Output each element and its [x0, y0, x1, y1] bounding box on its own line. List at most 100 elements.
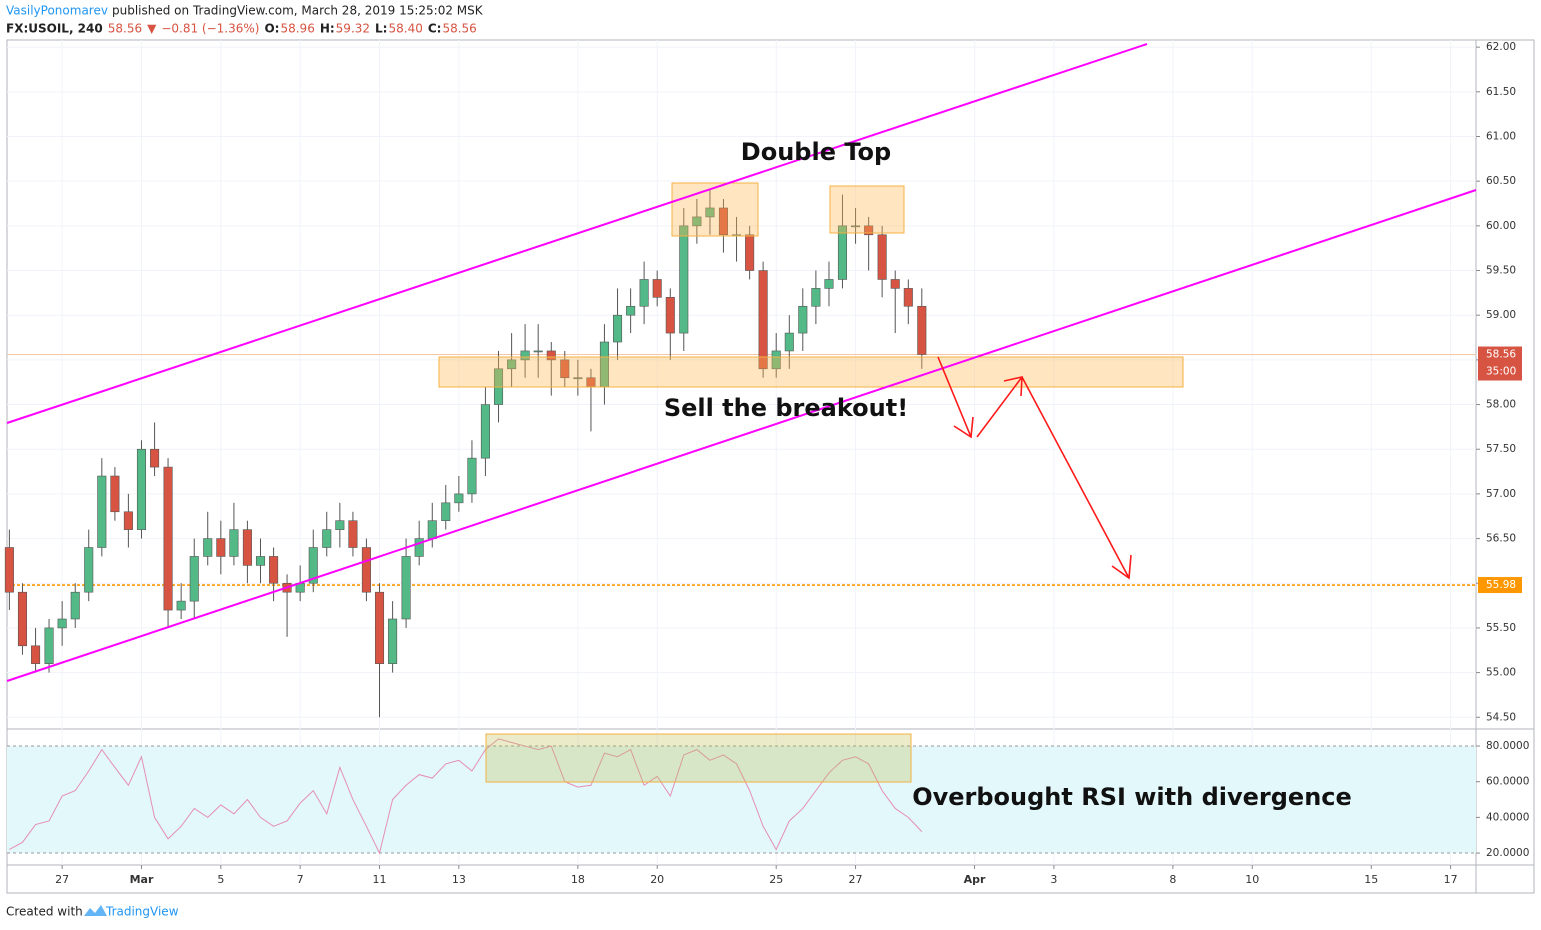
candle-body	[665, 297, 675, 334]
candle-body	[520, 350, 530, 361]
annotation: Overbought RSI with divergence	[912, 783, 1352, 811]
candle-body	[176, 600, 186, 611]
candle-body	[837, 225, 847, 280]
candle-body	[269, 556, 279, 584]
quote-part: 58.96	[280, 22, 314, 36]
annotation: Double Top	[741, 138, 891, 166]
candle-body	[851, 225, 861, 228]
x-tick-label: 18	[571, 873, 585, 886]
candle-body	[546, 350, 556, 361]
y-tick-label: 58.00	[1486, 399, 1516, 411]
y-tick-label: 60.0000	[1486, 776, 1529, 788]
candle-body	[189, 556, 199, 602]
candle-body	[4, 547, 14, 593]
arrow-head	[953, 416, 974, 439]
candle-body	[612, 314, 623, 343]
x-tick-label: 25	[769, 873, 783, 886]
y-tick-label: 60.00	[1486, 220, 1516, 232]
quote: FX:USOIL, 240 58.56 ▼ −0.81 (−1.36%) O: 58.96…	[6, 22, 477, 36]
x-tick-label: 17	[1444, 873, 1458, 886]
y-tick-label: 59.50	[1486, 265, 1516, 277]
y-tick-label: 62.00	[1486, 41, 1516, 53]
candle-body	[97, 475, 107, 548]
quote-part: L:	[375, 22, 387, 36]
y-tick-label: 54.50	[1486, 711, 1516, 723]
candle-body	[467, 457, 477, 495]
candle-body	[864, 225, 874, 236]
countdown: 35:00	[1486, 366, 1516, 378]
candle-body	[255, 556, 266, 566]
candle-body	[507, 359, 517, 370]
annotation: Sell the breakout!	[664, 394, 908, 422]
x-tick-label: 10	[1245, 873, 1259, 886]
author[interactable]: VasilyPonomarev	[6, 4, 108, 18]
arrows	[937, 356, 1132, 580]
frame	[6, 39, 1535, 894]
candle-body	[203, 538, 213, 557]
channel-line	[6, 189, 1477, 682]
logo	[84, 905, 107, 916]
x-tick-label: 5	[217, 873, 224, 886]
candle-body	[84, 547, 94, 593]
candle-body	[454, 493, 464, 504]
candle-body	[824, 279, 834, 289]
candle-body	[123, 511, 133, 530]
last-price-label: 58.56	[1486, 349, 1516, 361]
candle-body	[890, 279, 900, 289]
highlight-box	[671, 182, 759, 237]
x-tick-label: 27	[849, 873, 863, 886]
quote-part: FX:USOIL, 240	[6, 22, 103, 36]
candle-body	[798, 305, 808, 334]
candle-body	[322, 529, 332, 548]
candle-body	[163, 466, 173, 611]
quote-part: ▼	[147, 22, 157, 36]
arrow-head	[1111, 554, 1132, 580]
candle-body	[692, 216, 702, 227]
candle-body	[784, 332, 794, 352]
footer-brand[interactable]: TradingView	[105, 905, 179, 919]
candle-body	[533, 350, 543, 353]
y-tick-label: 60.50	[1486, 175, 1516, 187]
candle-body	[136, 448, 147, 530]
y-tick-label: 40.0000	[1486, 811, 1529, 823]
candle-body	[388, 618, 398, 664]
y-tick-label: 20.0000	[1486, 847, 1529, 859]
candle-body	[427, 520, 437, 539]
candle-body	[110, 475, 120, 513]
candle-body	[758, 270, 768, 370]
candle-body	[679, 225, 689, 334]
quote-part: 58.56	[108, 22, 142, 36]
last-price-bg	[1478, 346, 1522, 381]
y-tick-label: 59.00	[1486, 309, 1516, 321]
candle-body	[811, 288, 821, 307]
arrow	[1021, 376, 1130, 579]
y-tick-label: 57.00	[1486, 488, 1516, 500]
channel-line	[6, 43, 1148, 424]
rsi-line	[9, 738, 923, 855]
arrow	[937, 356, 972, 438]
x-tick-label: 20	[650, 873, 664, 886]
level-label-bg	[1478, 577, 1522, 594]
y-tick-label: 55.50	[1486, 622, 1516, 634]
candle-body	[705, 207, 715, 218]
candle-body	[652, 279, 662, 298]
candle-body	[31, 645, 41, 664]
footer-text: Created with	[6, 905, 83, 919]
arrow	[976, 376, 1023, 438]
candle-body	[573, 377, 583, 380]
candle-body	[17, 591, 28, 647]
quote-part: O:	[264, 22, 279, 36]
quote-part: H:	[320, 22, 335, 36]
candle-body	[560, 359, 570, 379]
candle-body	[441, 502, 451, 522]
y-tick-label: 61.00	[1486, 130, 1516, 142]
rsi-band	[7, 746, 1476, 854]
quote-part: 59.32	[336, 22, 370, 36]
candle-body	[348, 520, 358, 548]
candle-body	[917, 305, 927, 355]
candle-body	[361, 547, 371, 593]
candle-body	[242, 529, 252, 566]
quote-part: −0.81 (−1.36%)	[161, 22, 259, 36]
y-tick-label: 57.50	[1486, 443, 1516, 455]
